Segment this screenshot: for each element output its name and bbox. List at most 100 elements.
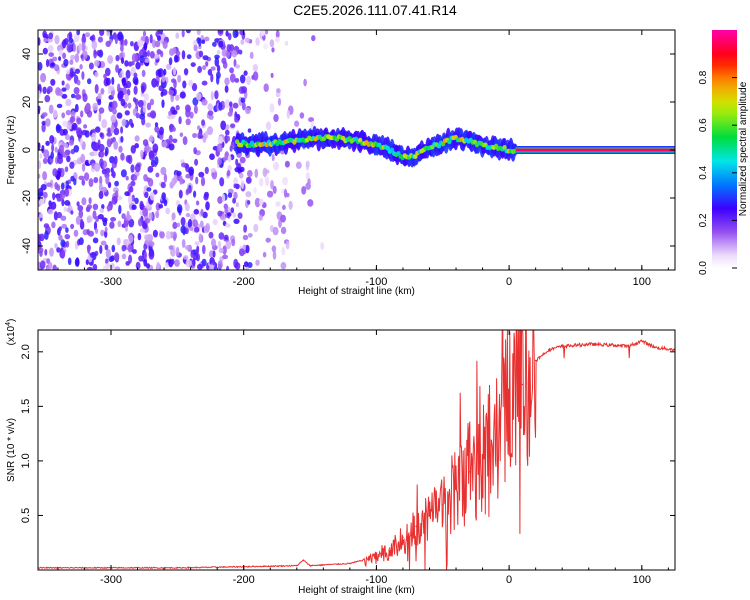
noise-blob bbox=[229, 73, 236, 83]
noise-blob bbox=[152, 229, 158, 238]
noise-blob bbox=[45, 59, 50, 68]
noise-blob bbox=[92, 237, 99, 244]
x-tick-label: -300 bbox=[100, 276, 122, 288]
noise-blob bbox=[272, 185, 277, 194]
noise-blob bbox=[104, 150, 108, 157]
noise-blob bbox=[86, 216, 91, 223]
noise-blob bbox=[53, 109, 58, 118]
noise-blob bbox=[116, 195, 123, 201]
noise-blob bbox=[172, 46, 177, 55]
noise-blob bbox=[56, 247, 61, 253]
noise-blob bbox=[94, 60, 100, 67]
noise-blob bbox=[237, 212, 243, 219]
snr-data-point bbox=[508, 411, 510, 413]
noise-blob bbox=[271, 154, 275, 162]
x-tick-label: 100 bbox=[633, 574, 651, 586]
noise-blob bbox=[116, 112, 123, 119]
noise-blob bbox=[246, 75, 252, 86]
y-tick-label: 1.0 bbox=[20, 453, 32, 468]
noise-blob bbox=[101, 119, 108, 129]
noise-blob bbox=[88, 62, 94, 70]
noise-blob bbox=[100, 240, 107, 246]
noise-blob bbox=[180, 217, 186, 226]
noise-blob bbox=[263, 43, 269, 50]
line-layer bbox=[38, 330, 675, 570]
noise-blob bbox=[142, 106, 147, 113]
noise-blob bbox=[89, 252, 96, 258]
noise-blob bbox=[282, 204, 286, 210]
noise-blob bbox=[233, 183, 237, 189]
noise-blob bbox=[131, 53, 138, 63]
noise-blob bbox=[99, 175, 103, 186]
noise-blob bbox=[143, 257, 148, 267]
noise-blob bbox=[132, 249, 137, 254]
noise-blob bbox=[69, 116, 76, 123]
noise-blob bbox=[168, 110, 172, 116]
noise-blob bbox=[254, 168, 259, 178]
noise-blob bbox=[132, 97, 137, 103]
noise-blob bbox=[120, 57, 125, 64]
snr-data-point bbox=[561, 345, 563, 348]
noise-blob bbox=[198, 171, 205, 178]
x-tick-label: -100 bbox=[365, 276, 387, 288]
noise-blob bbox=[156, 261, 160, 270]
noise-blob bbox=[175, 105, 180, 111]
noise-blob bbox=[99, 132, 103, 138]
noise-blob bbox=[159, 126, 164, 136]
noise-blob bbox=[94, 126, 101, 133]
noise-blob bbox=[185, 259, 192, 268]
noise-blob bbox=[233, 258, 239, 269]
noise-blob bbox=[148, 212, 153, 221]
noise-blob bbox=[139, 228, 146, 233]
noise-blob bbox=[218, 30, 224, 34]
noise-blob bbox=[284, 40, 289, 46]
noise-blob bbox=[186, 54, 192, 60]
noise-blob bbox=[73, 87, 80, 95]
y-tick-label: 1.5 bbox=[20, 399, 32, 414]
noise-blob bbox=[133, 85, 138, 95]
noise-blob bbox=[50, 151, 54, 160]
noise-blob bbox=[149, 34, 153, 44]
noise-blob bbox=[181, 162, 187, 168]
noise-blob bbox=[120, 126, 124, 134]
snr-data-point bbox=[176, 567, 179, 569]
noise-blob bbox=[48, 32, 54, 40]
noise-blob bbox=[84, 32, 91, 38]
noise-blob bbox=[245, 191, 252, 198]
noise-blob bbox=[125, 155, 131, 163]
noise-blob bbox=[217, 136, 224, 145]
noise-blob bbox=[143, 243, 148, 251]
snr-data-point bbox=[428, 514, 431, 517]
noise-blob bbox=[58, 91, 63, 97]
noise-blob bbox=[75, 127, 82, 136]
noise-blob bbox=[94, 71, 99, 78]
noise-blob bbox=[80, 218, 84, 228]
noise-blob bbox=[234, 78, 240, 83]
noise-blob bbox=[232, 197, 237, 204]
noise-blob bbox=[247, 128, 252, 133]
noise-blob bbox=[178, 189, 183, 199]
noise-blob bbox=[56, 103, 63, 109]
noise-blob bbox=[243, 70, 248, 76]
noise-blob bbox=[78, 237, 84, 246]
noise-blob bbox=[105, 67, 111, 77]
noise-blob bbox=[45, 118, 51, 127]
snr-data-point bbox=[388, 547, 391, 549]
noise-blob bbox=[120, 152, 125, 161]
noise-blob bbox=[172, 221, 178, 230]
noise-blob bbox=[223, 203, 228, 210]
snr-data-point bbox=[349, 562, 351, 565]
noise-blob bbox=[252, 63, 259, 72]
noise-blob bbox=[38, 142, 41, 151]
noise-blob bbox=[42, 86, 47, 95]
noise-blob bbox=[63, 38, 69, 45]
noise-blob bbox=[135, 261, 141, 270]
snr-data-point bbox=[521, 383, 524, 386]
noise-blob bbox=[229, 101, 233, 107]
noise-blob bbox=[199, 220, 204, 228]
noise-blob bbox=[43, 149, 50, 159]
noise-blob bbox=[224, 77, 230, 86]
noise-blob bbox=[57, 156, 64, 165]
noise-blob bbox=[146, 187, 152, 192]
x-tick-label: 0 bbox=[506, 276, 512, 288]
